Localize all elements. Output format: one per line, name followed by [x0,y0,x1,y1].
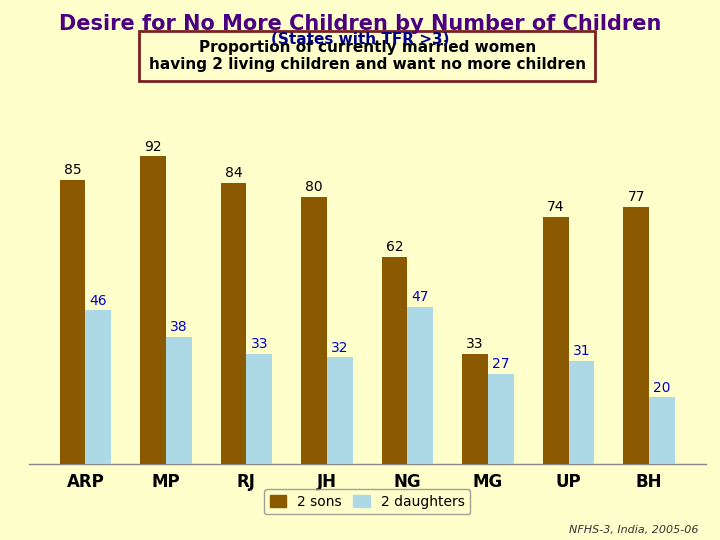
Bar [327,357,353,464]
Text: NFHS-3, India, 2005-06: NFHS-3, India, 2005-06 [569,524,698,535]
Bar [649,397,675,464]
Text: 77: 77 [627,190,645,204]
Text: 33: 33 [467,338,484,351]
Text: Desire for No More Children by Number of Children: Desire for No More Children by Number of… [59,14,661,33]
Bar [624,207,649,464]
Bar [166,337,192,464]
Text: 84: 84 [225,166,243,180]
Text: 92: 92 [144,140,162,154]
Bar [246,354,272,464]
Text: 38: 38 [170,321,188,334]
Bar [408,307,433,464]
Text: 47: 47 [412,291,429,305]
Text: 33: 33 [251,338,268,351]
Bar [220,183,246,464]
Text: 31: 31 [572,344,590,358]
Text: 46: 46 [89,294,107,308]
Text: 80: 80 [305,180,323,194]
Text: 62: 62 [386,240,403,254]
Bar [382,257,408,464]
Text: 27: 27 [492,357,510,372]
Text: Proportion of currently married women
having 2 living children and want no more : Proportion of currently married women ha… [148,40,586,72]
Bar [86,310,111,464]
Bar [140,157,166,464]
Bar [543,217,569,464]
Text: 74: 74 [547,200,564,214]
Bar [488,374,514,464]
Bar [301,197,327,464]
Text: 20: 20 [653,381,671,395]
Bar [60,180,86,464]
Bar [462,354,488,464]
Text: 85: 85 [63,163,81,177]
Text: 32: 32 [331,341,348,355]
Text: (States with TFR >3): (States with TFR >3) [271,32,449,48]
Legend: 2 sons, 2 daughters: 2 sons, 2 daughters [264,489,470,515]
Bar [569,361,594,464]
